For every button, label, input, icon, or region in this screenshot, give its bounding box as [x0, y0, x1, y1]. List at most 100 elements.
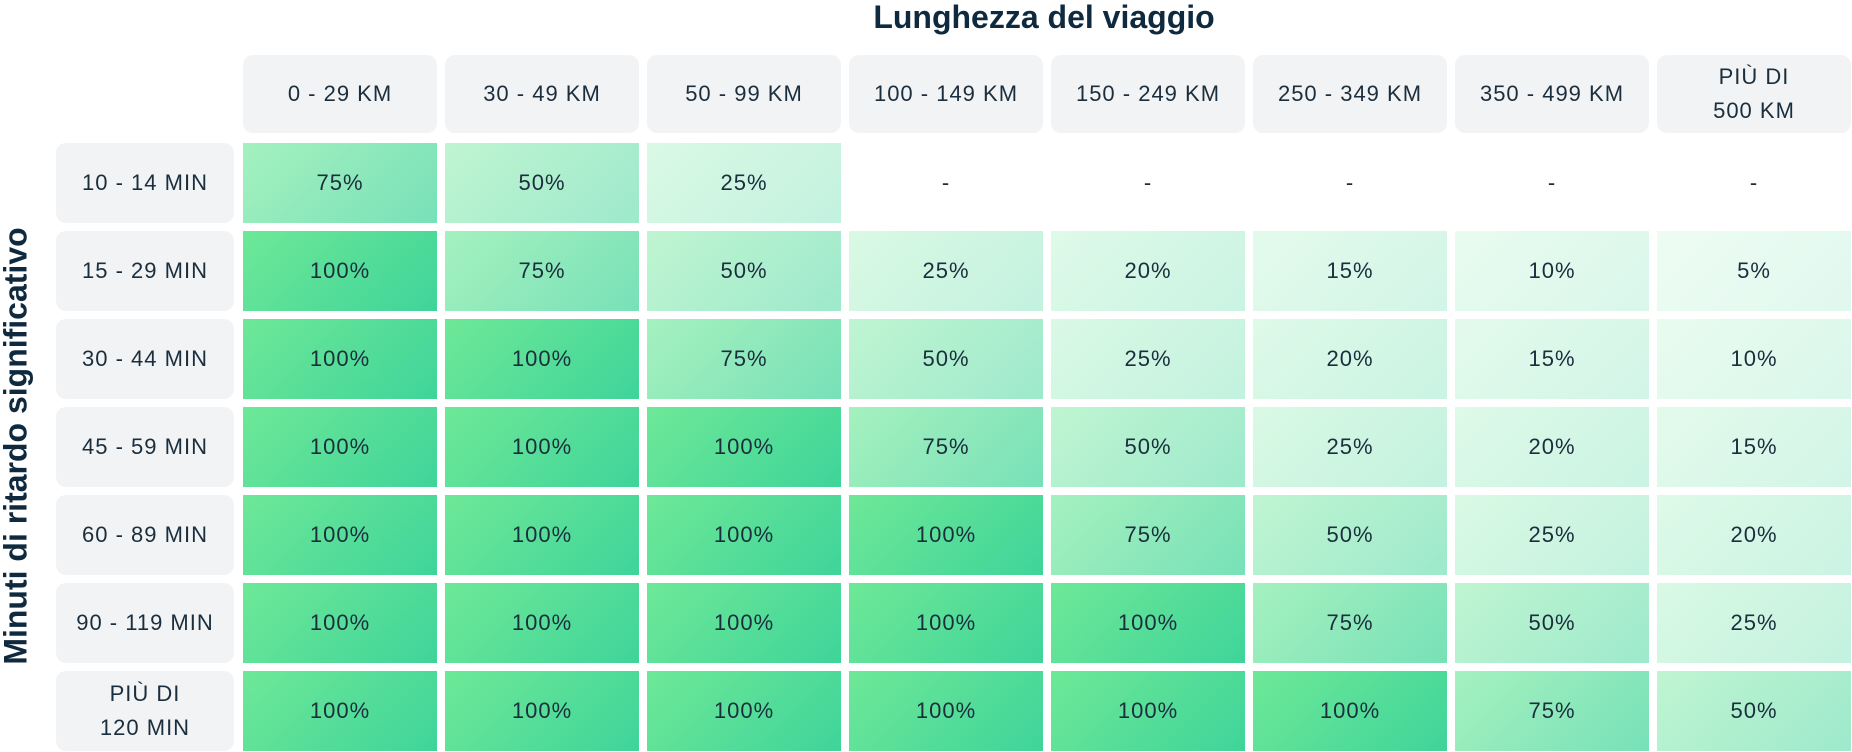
column-header: 250 - 349 KM — [1253, 55, 1447, 133]
cell-value: 100% — [309, 522, 371, 547]
table-cell: 100% — [647, 671, 841, 751]
table-cell: 75% — [1455, 671, 1649, 751]
cell-value: 100% — [915, 522, 977, 547]
cell-value: 100% — [1319, 698, 1381, 723]
cell-value: 15% — [1730, 434, 1778, 459]
table-cell: 100% — [849, 583, 1043, 663]
table-cell: 50% — [849, 319, 1043, 399]
row-header: 30 - 44 MIN — [56, 319, 234, 399]
table-cell: 100% — [1051, 583, 1245, 663]
cell-value: 100% — [511, 522, 573, 547]
table-cell: 100% — [445, 583, 639, 663]
table-cell: 50% — [1657, 671, 1851, 751]
cell-value: 20% — [1124, 258, 1172, 283]
table-cell: 50% — [1455, 583, 1649, 663]
table-cell: 25% — [647, 143, 841, 223]
column-header: 0 - 29 KM — [243, 55, 437, 133]
cell-value: 50% — [720, 258, 768, 283]
table-cell: 50% — [647, 231, 841, 311]
row-header-label: 90 - 119 MIN — [76, 610, 214, 635]
table-cell: - — [1253, 143, 1447, 223]
table-cell: 75% — [1253, 583, 1447, 663]
cell-value: - — [1345, 170, 1355, 195]
cell-value: 100% — [713, 434, 775, 459]
cell-value: 15% — [1528, 346, 1576, 371]
cell-value: 10% — [1528, 258, 1576, 283]
cell-value: - — [1749, 170, 1759, 195]
cell-value: - — [1547, 170, 1557, 195]
row-header-label: 45 - 59 MIN — [82, 434, 208, 459]
cell-value: - — [941, 170, 951, 195]
cell-value: 100% — [511, 610, 573, 635]
cell-value: 20% — [1730, 522, 1778, 547]
table-cell: 20% — [1657, 495, 1851, 575]
table-cell: 75% — [243, 143, 437, 223]
table-cell: 75% — [849, 407, 1043, 487]
cell-value: 100% — [309, 434, 371, 459]
table-cell: 100% — [243, 583, 437, 663]
row-header: 15 - 29 MIN — [56, 231, 234, 311]
table-cell: 100% — [243, 231, 437, 311]
table-cell: 50% — [445, 143, 639, 223]
cell-value: 100% — [915, 698, 977, 723]
row-header: 60 - 89 MIN — [56, 495, 234, 575]
cell-value: 100% — [915, 610, 977, 635]
column-header: 50 - 99 KM — [647, 55, 841, 133]
table-cell: 5% — [1657, 231, 1851, 311]
cell-value: 50% — [1326, 522, 1374, 547]
cell-value: 100% — [713, 610, 775, 635]
table-cell: 100% — [243, 407, 437, 487]
table-cell: 50% — [1051, 407, 1245, 487]
cell-value: 25% — [720, 170, 768, 195]
cell-value: 75% — [1528, 698, 1576, 723]
cell-value: 50% — [1730, 698, 1778, 723]
cell-value: 100% — [309, 258, 371, 283]
row-header-label: 10 - 14 MIN — [82, 170, 208, 195]
column-axis-title: Lunghezza del viaggio — [873, 0, 1215, 35]
row-header-label: 30 - 44 MIN — [82, 346, 208, 371]
column-header: PIÙ DI 500 KM — [1657, 55, 1851, 133]
table-cell: 20% — [1253, 319, 1447, 399]
table-cell: 100% — [243, 671, 437, 751]
cell-value: 20% — [1326, 346, 1374, 371]
table-cell: 75% — [445, 231, 639, 311]
table-cell: - — [1455, 143, 1649, 223]
cell-value: 25% — [922, 258, 970, 283]
table-cell: 15% — [1657, 407, 1851, 487]
cell-value: 100% — [309, 610, 371, 635]
cell-value: 100% — [309, 346, 371, 371]
cell-value: 25% — [1528, 522, 1576, 547]
cell-value: 20% — [1528, 434, 1576, 459]
column-header: 30 - 49 KM — [445, 55, 639, 133]
cell-value: 75% — [316, 170, 364, 195]
table-cell: 15% — [1455, 319, 1649, 399]
column-header-label: 0 - 29 KM — [287, 81, 393, 106]
cell-value: 100% — [511, 698, 573, 723]
cell-value: 75% — [720, 346, 768, 371]
table-cell: 100% — [647, 407, 841, 487]
cell-value: 100% — [309, 698, 371, 723]
table-cell: 15% — [1253, 231, 1447, 311]
row-header-label: 15 - 29 MIN — [82, 258, 208, 283]
table-cell: - — [1051, 143, 1245, 223]
table-cell: 75% — [1051, 495, 1245, 575]
table-cell: 20% — [1051, 231, 1245, 311]
cell-value: 25% — [1326, 434, 1374, 459]
cell-value: - — [1143, 170, 1153, 195]
column-header-label: 350 - 499 KM — [1479, 81, 1625, 106]
table-cell: - — [1657, 143, 1851, 223]
table-cell: 25% — [1455, 495, 1649, 575]
table-cell: 100% — [445, 407, 639, 487]
table-cell: 100% — [1253, 671, 1447, 751]
column-header-label: PIÙ DI 500 KM — [1713, 64, 1795, 123]
row-header: 45 - 59 MIN — [56, 407, 234, 487]
table-cell: 25% — [1657, 583, 1851, 663]
row-header: 90 - 119 MIN — [56, 583, 234, 663]
table-cell: 10% — [1657, 319, 1851, 399]
cell-value: 100% — [713, 522, 775, 547]
cell-value: 100% — [511, 434, 573, 459]
column-header-label: 150 - 249 KM — [1075, 81, 1221, 106]
table-cell: 75% — [647, 319, 841, 399]
table-cell: 25% — [1051, 319, 1245, 399]
